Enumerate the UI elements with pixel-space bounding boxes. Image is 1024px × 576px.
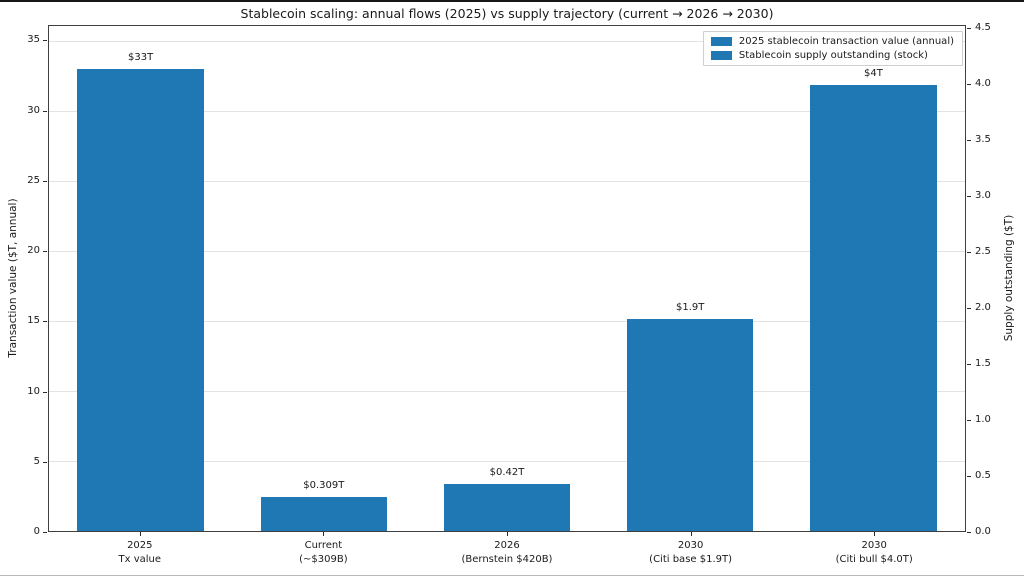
right-tick-label: 3.5 (975, 134, 991, 146)
left-tick-label: 25 (27, 174, 40, 186)
legend-swatch (710, 37, 732, 46)
left-tick-mark (43, 321, 47, 323)
screenshot-top-border (0, 0, 1024, 2)
right-tick-label: 2.0 (975, 302, 991, 314)
left-tick-label: 15 (27, 315, 40, 327)
right-tick-label: 3.0 (975, 190, 991, 202)
left-axis-title: Transaction value ($T, annual) (7, 198, 19, 358)
left-tick-mark (43, 391, 47, 393)
legend-entry-label: 2025 stablecoin transaction value (annua… (738, 36, 954, 47)
right-tick-label: 1.0 (975, 414, 991, 426)
x-tick-mark (507, 532, 508, 536)
plot-area: $33T $0.309T $0.42T $1.9T $4T 2025 stablecoi… (48, 25, 966, 532)
right-tick-mark (967, 84, 971, 86)
right-tick-mark (967, 420, 971, 422)
x-tick-label: 2030 (Citi base $1.9T) (649, 540, 733, 565)
gridline (49, 321, 965, 323)
legend-entry: 2025 stablecoin transaction value (annua… (710, 36, 954, 47)
x-tick-mark (874, 532, 876, 536)
bar-5 (810, 85, 937, 531)
right-axis-title: Supply outstanding ($T) (1003, 214, 1015, 342)
legend: 2025 stablecoin transaction value (annua… (702, 31, 963, 66)
bar-2 (260, 496, 387, 531)
x-tick-label: 2030 (Citi bull $4.0T) (835, 540, 913, 565)
gridline (49, 181, 965, 183)
left-tick-mark (43, 532, 47, 533)
gridline (49, 111, 965, 113)
left-tick-label: 5 (33, 455, 40, 467)
left-tick-label: 10 (27, 385, 40, 397)
legend-entry: Stablecoin supply outstanding (stock) (710, 50, 954, 61)
bar-value-label: $1.9T (676, 302, 705, 314)
bar-value-label: $4T (863, 68, 883, 80)
right-tick-mark (967, 28, 971, 30)
left-tick-mark (43, 40, 47, 42)
right-tick-mark (967, 252, 971, 254)
bar-3 (443, 484, 571, 531)
right-tick-mark (967, 140, 971, 142)
bar-4 (626, 319, 754, 531)
legend-entry-label: Stablecoin supply outstanding (stock) (738, 50, 928, 61)
x-tick-label: 2026 (Bernstein $420B) (461, 540, 553, 565)
bar-value-label: $0.309T (303, 479, 345, 491)
left-tick-mark (43, 110, 47, 112)
x-tick-mark (323, 532, 325, 536)
right-tick-mark (967, 364, 971, 366)
right-tick-mark (967, 308, 971, 310)
left-tick-label: 30 (27, 104, 40, 116)
right-tick-label: 0.5 (975, 470, 991, 482)
right-tick-label: 2.5 (975, 246, 991, 258)
left-tick-mark (43, 461, 47, 463)
left-tick-label: 0 (33, 526, 40, 537)
bar-1 (77, 69, 204, 531)
right-tick-mark (967, 532, 971, 533)
left-tick-mark (43, 251, 47, 253)
chart-title: Stablecoin scaling: annual flows (2025) … (240, 6, 774, 21)
x-tick-mark (690, 532, 692, 536)
right-tick-label: 4.5 (975, 22, 991, 34)
gridline (49, 251, 965, 253)
left-tick-label: 20 (27, 245, 40, 257)
gridline (49, 391, 965, 393)
x-tick-label: Current (~$309B) (299, 540, 348, 565)
left-tick-label: 35 (27, 34, 40, 46)
right-tick-label: 4.0 (975, 78, 991, 90)
right-tick-mark (967, 476, 971, 477)
right-tick-mark (967, 196, 971, 198)
left-tick-mark (43, 180, 47, 182)
bar-value-label: $0.42T (489, 467, 525, 479)
gridline (49, 41, 965, 43)
x-tick-mark (139, 532, 141, 536)
right-tick-label: 0.0 (975, 526, 991, 537)
right-tick-label: 1.5 (975, 358, 991, 370)
bar-value-label: $33T (127, 52, 154, 64)
legend-swatch (710, 51, 732, 60)
gridline (49, 461, 965, 463)
x-tick-label: 2025 Tx value (118, 540, 162, 565)
